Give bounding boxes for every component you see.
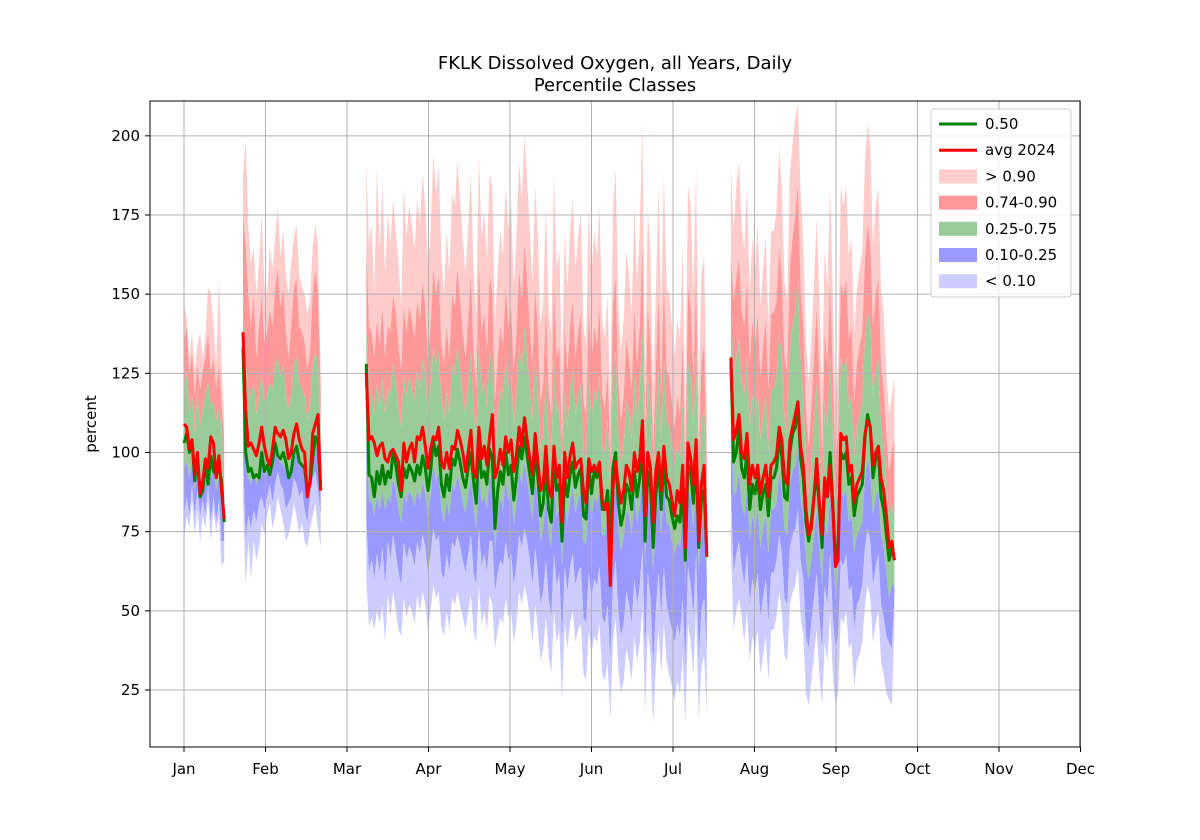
y-tick-label: 125 xyxy=(111,364,140,382)
avg-2024-line-segment-2 xyxy=(241,332,323,499)
band-25-75-segment-4 xyxy=(730,278,895,599)
band-below-10-segment-2 xyxy=(243,452,321,586)
y-axis-ticks: 25 50 75 100 125 150 175 200 xyxy=(111,127,150,699)
avg-2024-line-segment-4 xyxy=(729,357,896,568)
legend-swatch xyxy=(939,195,977,210)
legend-swatch xyxy=(939,221,977,236)
band-74-90-segment-4 xyxy=(730,183,895,516)
legend-swatch xyxy=(939,248,977,262)
band-10-25-segment-2 xyxy=(243,405,321,542)
band-10-25-segment-4 xyxy=(730,414,895,649)
legend-label: < 0.10 xyxy=(985,272,1036,290)
legend-label: > 0.90 xyxy=(985,167,1036,185)
x-tick-label: May xyxy=(494,760,525,778)
avg-2024-line-segment-3 xyxy=(364,373,709,587)
legend-label: 0.50 xyxy=(985,115,1018,133)
legend-label: 0.74-0.90 xyxy=(985,194,1057,212)
band-74-90-segment-2 xyxy=(243,215,321,428)
x-tick-label: Sep xyxy=(822,760,850,778)
band-below-10-segment-4 xyxy=(730,490,895,706)
x-tick-label: Jun xyxy=(579,760,603,778)
legend-label: 0.25-0.75 xyxy=(985,220,1057,238)
x-tick-label: Jul xyxy=(663,760,682,778)
percentile-lines xyxy=(182,332,896,587)
y-axis-label: percent xyxy=(82,395,100,453)
chart-title: FKLK Dissolved Oxygen, all Years, Daily xyxy=(438,53,793,74)
chart-subtitle: Percentile Classes xyxy=(534,75,696,96)
band-above-90-segment-1 xyxy=(184,278,225,440)
y-tick-label: 50 xyxy=(121,602,140,620)
x-tick-label: Oct xyxy=(905,760,931,778)
band-74-90-segment-1 xyxy=(184,325,225,466)
percentile-bands xyxy=(184,104,895,725)
band-below-10-segment-3 xyxy=(366,522,707,725)
legend-label: avg 2024 xyxy=(985,141,1056,159)
y-tick-label: 150 xyxy=(111,285,140,303)
x-tick-label: Dec xyxy=(1066,760,1095,778)
band-25-75-segment-1 xyxy=(184,373,225,523)
band-10-25-segment-3 xyxy=(366,420,707,668)
legend-label: 0.10-0.25 xyxy=(985,246,1057,264)
band-below-10-segment-1 xyxy=(184,484,225,567)
band-above-90-segment-3 xyxy=(366,120,707,472)
chart-legend: 0.50 avg 2024 > 0.90 0.74-0.90 0.25-0.75 0.10… xyxy=(930,108,1072,298)
band-above-90-segment-4 xyxy=(730,104,895,472)
y-tick-label: 175 xyxy=(111,206,140,224)
band-above-90-segment-2 xyxy=(243,142,321,390)
band-10-25-segment-1 xyxy=(184,458,225,542)
x-tick-label: Jan xyxy=(171,760,195,778)
legend-swatch xyxy=(939,169,977,184)
y-tick-label: 100 xyxy=(111,444,140,462)
avg-2024-line-segment-1 xyxy=(182,423,226,520)
plot-frame xyxy=(149,100,1081,748)
x-tick-label: Feb xyxy=(252,760,279,778)
x-tick-label: Nov xyxy=(984,760,1013,778)
x-tick-label: Mar xyxy=(333,760,362,778)
x-tick-label: Apr xyxy=(416,760,443,778)
x-axis-ticks: Jan Feb Mar Apr May Jun Jul Aug Sep Oct Nov Dec xyxy=(171,747,1095,778)
y-tick-label: 75 xyxy=(121,523,140,541)
legend-swatch xyxy=(939,274,977,289)
y-tick-label: 200 xyxy=(111,127,140,145)
x-tick-label: Aug xyxy=(740,760,769,778)
y-tick-label: 25 xyxy=(121,681,140,699)
